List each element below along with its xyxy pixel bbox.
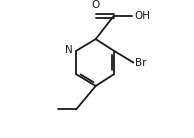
Text: O: O (92, 0, 100, 10)
Text: N: N (65, 45, 73, 55)
Text: Br: Br (135, 58, 147, 67)
Text: OH: OH (134, 11, 150, 21)
